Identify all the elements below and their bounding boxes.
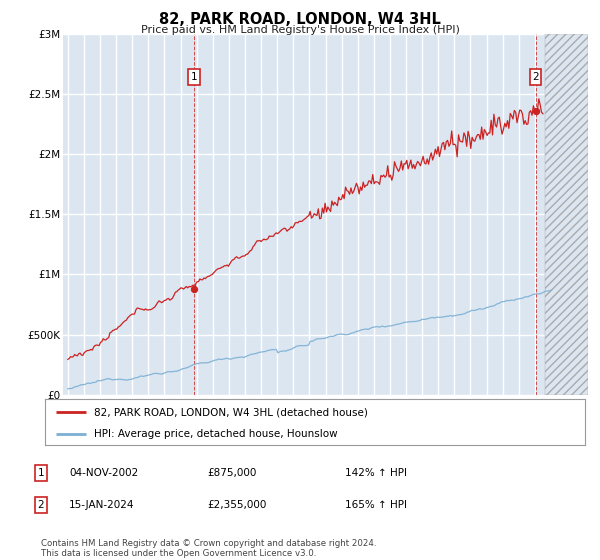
Text: 82, PARK ROAD, LONDON, W4 3HL: 82, PARK ROAD, LONDON, W4 3HL — [159, 12, 441, 27]
Text: HPI: Average price, detached house, Hounslow: HPI: Average price, detached house, Houn… — [94, 429, 337, 438]
Text: 1: 1 — [37, 468, 44, 478]
Text: Price paid vs. HM Land Registry's House Price Index (HPI): Price paid vs. HM Land Registry's House … — [140, 25, 460, 35]
Text: 165% ↑ HPI: 165% ↑ HPI — [345, 500, 407, 510]
Point — [531, 107, 541, 116]
Text: £2,355,000: £2,355,000 — [207, 500, 266, 510]
Bar — [545, 34, 588, 395]
Text: Contains HM Land Registry data © Crown copyright and database right 2024.
This d: Contains HM Land Registry data © Crown c… — [41, 539, 376, 558]
Text: 15-JAN-2024: 15-JAN-2024 — [69, 500, 134, 510]
Text: 82, PARK ROAD, LONDON, W4 3HL (detached house): 82, PARK ROAD, LONDON, W4 3HL (detached … — [94, 407, 367, 417]
Point — [189, 285, 199, 294]
Text: 142% ↑ HPI: 142% ↑ HPI — [345, 468, 407, 478]
Text: £875,000: £875,000 — [207, 468, 256, 478]
Text: 04-NOV-2002: 04-NOV-2002 — [69, 468, 138, 478]
Text: 2: 2 — [37, 500, 44, 510]
Text: 1: 1 — [191, 72, 197, 82]
Text: 2: 2 — [532, 72, 539, 82]
